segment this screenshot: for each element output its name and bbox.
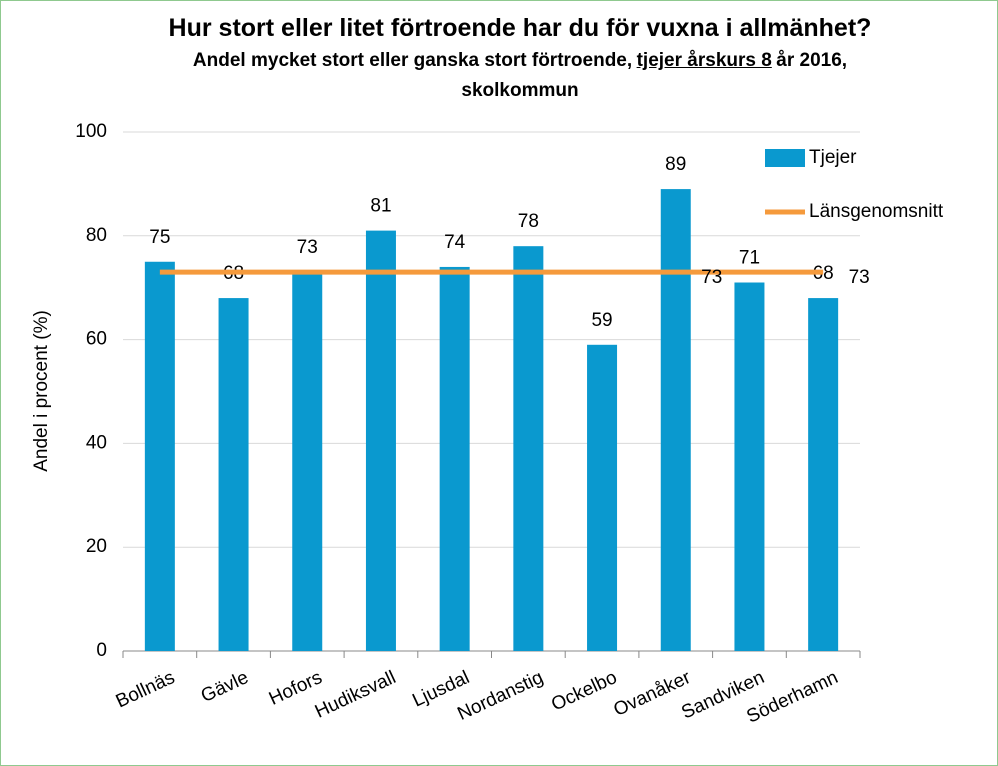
- legend-label: Länsgenomsnitt: [809, 201, 944, 222]
- bar-value-label: 73: [297, 237, 318, 258]
- legend-swatch: [765, 149, 805, 167]
- chart-title-block: Hur stort eller litet förtroende har du …: [150, 14, 890, 106]
- bar-value-label: 81: [370, 196, 391, 217]
- y-tick-label: 20: [86, 536, 107, 557]
- bar: [734, 282, 765, 651]
- bar-value-label: 78: [518, 211, 539, 232]
- bar: [292, 272, 323, 651]
- bar: [144, 261, 175, 651]
- line-value-label: 73: [701, 267, 722, 288]
- bar-value-label: 59: [591, 310, 612, 331]
- bar: [808, 298, 839, 651]
- bar: [439, 266, 470, 651]
- bar-value-label: 75: [149, 227, 170, 248]
- bar-value-label: 89: [665, 154, 686, 175]
- chart-subtitle: år 2016, skolkommun: [461, 50, 848, 101]
- y-axis-label: Andel i procent (%): [31, 310, 52, 472]
- y-tick-label: 60: [86, 329, 107, 350]
- bar-value-label: 71: [739, 248, 760, 269]
- bar: [218, 298, 249, 651]
- chart-title: Hur stort eller litet förtroende har du …: [168, 14, 872, 42]
- bar: [660, 189, 691, 651]
- bar: [365, 230, 396, 652]
- bar: [513, 246, 544, 651]
- chart-subtitle: Andel mycket stort eller ganska stort fö…: [192, 50, 633, 71]
- y-tick-label: 100: [75, 121, 107, 142]
- y-tick-label: 40: [86, 432, 107, 453]
- legend-label: Tjejer: [809, 147, 857, 168]
- bar-value-label: 74: [444, 232, 466, 253]
- y-tick-label: 80: [86, 225, 107, 246]
- chart-subtitle-emphasis: tjejer årskurs 8: [636, 50, 772, 71]
- bar: [587, 344, 618, 651]
- y-tick-label: 0: [96, 640, 107, 661]
- line-value-label: 73: [849, 267, 870, 288]
